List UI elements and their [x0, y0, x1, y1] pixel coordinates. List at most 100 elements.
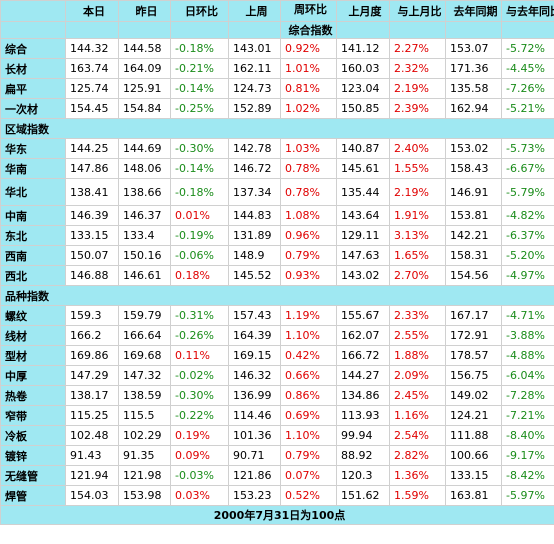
cell-yesterday: 146.61 [118, 265, 171, 286]
header-cell: 日环比 [170, 0, 229, 22]
table-row: 华南 147.86 148.06 -0.14% 146.72 0.78% 145.61 1.5… [0, 158, 554, 179]
row-label: 中厚 [0, 365, 66, 386]
table-row: 综合 144.32 144.58 -0.18% 143.01 0.92% 141.12 2.2… [0, 38, 554, 59]
cell-yoy: -5.20% [501, 245, 554, 266]
header-filler [445, 21, 502, 39]
cell-today: 144.32 [65, 38, 119, 59]
cell-today: 163.74 [65, 58, 119, 79]
table-row: 无缝管 121.94 121.98 -0.03% 121.86 0.07% 120.3 1.3… [0, 465, 554, 486]
cell-dod: -0.21% [170, 58, 229, 79]
cell-lastweek: 153.23 [228, 485, 281, 506]
cell-yesterday: 150.16 [118, 245, 171, 266]
cell-yoy: -7.21% [501, 405, 554, 426]
cell-mom: 2.40% [389, 138, 446, 159]
cell-lastyear: 111.88 [445, 425, 502, 446]
row-label: 华北 [0, 178, 66, 206]
cell-dod: -0.03% [170, 465, 229, 486]
cell-lastyear: 133.15 [445, 465, 502, 486]
cell-dod: -0.18% [170, 178, 229, 206]
cell-today: 133.15 [65, 225, 119, 246]
cell-today: 138.41 [65, 178, 119, 206]
cell-mom: 2.33% [389, 305, 446, 326]
table-row: 镀锌 91.43 91.35 0.09% 90.71 0.79% 88.92 2.82% 100… [0, 445, 554, 466]
cell-lastmonth: 155.67 [336, 305, 390, 326]
cell-lastmonth: 140.87 [336, 138, 390, 159]
cell-yoy: -4.71% [501, 305, 554, 326]
cell-dod: 0.18% [170, 265, 229, 286]
cell-lastweek: 169.15 [228, 345, 281, 366]
row-label: 长材 [0, 58, 66, 79]
cell-lastyear: 100.66 [445, 445, 502, 466]
cell-yoy: -3.88% [501, 325, 554, 346]
header-filler [170, 21, 229, 39]
row-label: 华东 [0, 138, 66, 159]
cell-yesterday: 115.5 [118, 405, 171, 426]
row-label: 扁平 [0, 78, 66, 99]
cell-lastweek: 121.86 [228, 465, 281, 486]
cell-lastweek: 90.71 [228, 445, 281, 466]
section-header-row: 品种指数 [0, 285, 554, 306]
cell-mom: 2.82% [389, 445, 446, 466]
cell-yoy: -4.82% [501, 205, 554, 226]
table-row: 华东 144.25 144.69 -0.30% 142.78 1.03% 140.87 2.4… [0, 138, 554, 159]
row-label: 西南 [0, 245, 66, 266]
cell-wow: 1.10% [280, 325, 337, 346]
row-label: 冷板 [0, 425, 66, 446]
cell-today: 121.94 [65, 465, 119, 486]
cell-mom: 2.55% [389, 325, 446, 346]
cell-yesterday: 146.37 [118, 205, 171, 226]
cell-lastmonth: 166.72 [336, 345, 390, 366]
cell-lastyear: 171.36 [445, 58, 502, 79]
cell-wow: 0.42% [280, 345, 337, 366]
row-label: 线材 [0, 325, 66, 346]
cell-lastweek: 162.11 [228, 58, 281, 79]
cell-yesterday: 121.98 [118, 465, 171, 486]
cell-dod: -0.25% [170, 98, 229, 119]
table-row: 长材 163.74 164.09 -0.21% 162.11 1.01% 160.03 2.3… [0, 58, 554, 79]
cell-today: 138.17 [65, 385, 119, 406]
header-filler [389, 21, 446, 39]
table-row: 西南 150.07 150.16 -0.06% 148.9 0.79% 147.63 1.65… [0, 245, 554, 266]
table-row: 焊管 154.03 153.98 0.03% 153.23 0.52% 151.62 1.59… [0, 485, 554, 506]
cell-wow: 1.02% [280, 98, 337, 119]
cell-dod: -0.31% [170, 305, 229, 326]
row-label: 型材 [0, 345, 66, 366]
cell-today: 146.88 [65, 265, 119, 286]
cell-lastmonth: 113.93 [336, 405, 390, 426]
cell-lastmonth: 134.86 [336, 385, 390, 406]
table-row: 型材 169.86 169.68 0.11% 169.15 0.42% 166.72 1.88… [0, 345, 554, 366]
cell-yesterday: 144.58 [118, 38, 171, 59]
cell-yoy: -5.72% [501, 38, 554, 59]
cell-dod: -0.22% [170, 405, 229, 426]
cell-mom: 2.27% [389, 38, 446, 59]
row-label: 西北 [0, 265, 66, 286]
cell-yesterday: 164.09 [118, 58, 171, 79]
cell-today: 150.07 [65, 245, 119, 266]
cell-lastyear: 158.31 [445, 245, 502, 266]
header-cell [0, 0, 66, 22]
cell-yoy: -6.04% [501, 365, 554, 386]
cell-lastmonth: 120.3 [336, 465, 390, 486]
cell-wow: 1.01% [280, 58, 337, 79]
cell-today: 147.29 [65, 365, 119, 386]
cell-wow: 0.52% [280, 485, 337, 506]
table-row: 扁平 125.74 125.91 -0.14% 124.73 0.81% 123.04 2.1… [0, 78, 554, 99]
row-label: 螺纹 [0, 305, 66, 326]
cell-mom: 2.39% [389, 98, 446, 119]
footer-row: 2000年7月31日为100点 [0, 505, 554, 525]
header-cell: 本日 [65, 0, 119, 22]
cell-dod: -0.18% [170, 38, 229, 59]
cell-yesterday: 169.68 [118, 345, 171, 366]
table-row: 线材 166.2 166.64 -0.26% 164.39 1.10% 162.07 2.55… [0, 325, 554, 346]
cell-dod: 0.09% [170, 445, 229, 466]
cell-lastweek: 114.46 [228, 405, 281, 426]
cell-mom: 1.55% [389, 158, 446, 179]
cell-yesterday: 138.66 [118, 178, 171, 206]
cell-yesterday: 125.91 [118, 78, 171, 99]
cell-dod: 0.11% [170, 345, 229, 366]
cell-mom: 2.32% [389, 58, 446, 79]
row-label: 东北 [0, 225, 66, 246]
table-row: 热卷 138.17 138.59 -0.30% 136.99 0.86% 134.86 2.4… [0, 385, 554, 406]
cell-lastyear: 154.56 [445, 265, 502, 286]
cell-dod: -0.14% [170, 78, 229, 99]
